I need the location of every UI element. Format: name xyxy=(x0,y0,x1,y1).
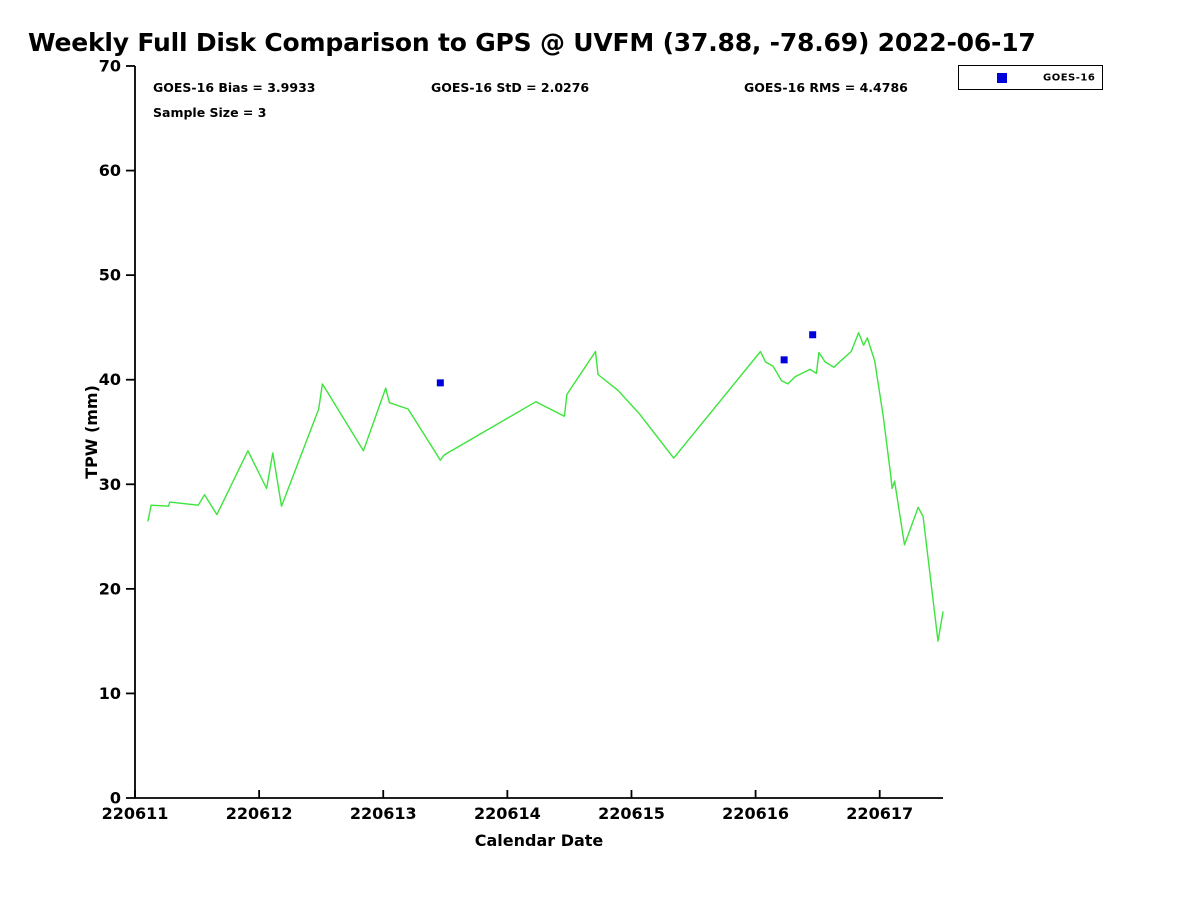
y-tick-label: 50 xyxy=(99,266,121,285)
stat-goes16-bias: GOES-16 Bias = 3.9933 xyxy=(153,80,316,95)
y-tick-label: 10 xyxy=(99,684,121,703)
goes16-legend-marker-icon xyxy=(997,72,1007,83)
chart-title: Weekly Full Disk Comparison to GPS @ UVF… xyxy=(28,28,1036,57)
y-tick-label: 70 xyxy=(99,57,121,76)
y-tick-label: 20 xyxy=(99,579,121,598)
goes16-marker xyxy=(809,331,817,339)
stat-goes16-rms: GOES-16 RMS = 4.4786 xyxy=(744,80,908,95)
x-axis-label: Calendar Date xyxy=(475,831,604,850)
y-tick-label: 60 xyxy=(99,161,121,180)
x-tick-label: 220616 xyxy=(722,804,789,823)
x-tick-label: 220612 xyxy=(226,804,293,823)
stat-sample-size: Sample Size = 3 xyxy=(153,105,267,120)
legend-label: GOES-16 xyxy=(1043,72,1096,83)
x-tick-label: 220615 xyxy=(598,804,665,823)
goes16-marker xyxy=(436,379,444,387)
legend: GOES-16 xyxy=(958,65,1103,90)
x-tick-label: 220611 xyxy=(102,804,169,823)
stat-goes16-std: GOES-16 StD = 2.0276 xyxy=(431,80,590,95)
x-tick-label: 220614 xyxy=(474,804,541,823)
y-tick-label: 0 xyxy=(110,789,121,808)
goes16-marker xyxy=(780,356,788,364)
axes xyxy=(134,66,943,799)
x-tick-label: 220613 xyxy=(350,804,417,823)
y-tick-label: 40 xyxy=(99,370,121,389)
x-tick-label: 220617 xyxy=(846,804,913,823)
y-tick-label: 30 xyxy=(99,475,121,494)
gps-line xyxy=(147,332,944,642)
y-axis-label: TPW (mm) xyxy=(82,385,101,479)
